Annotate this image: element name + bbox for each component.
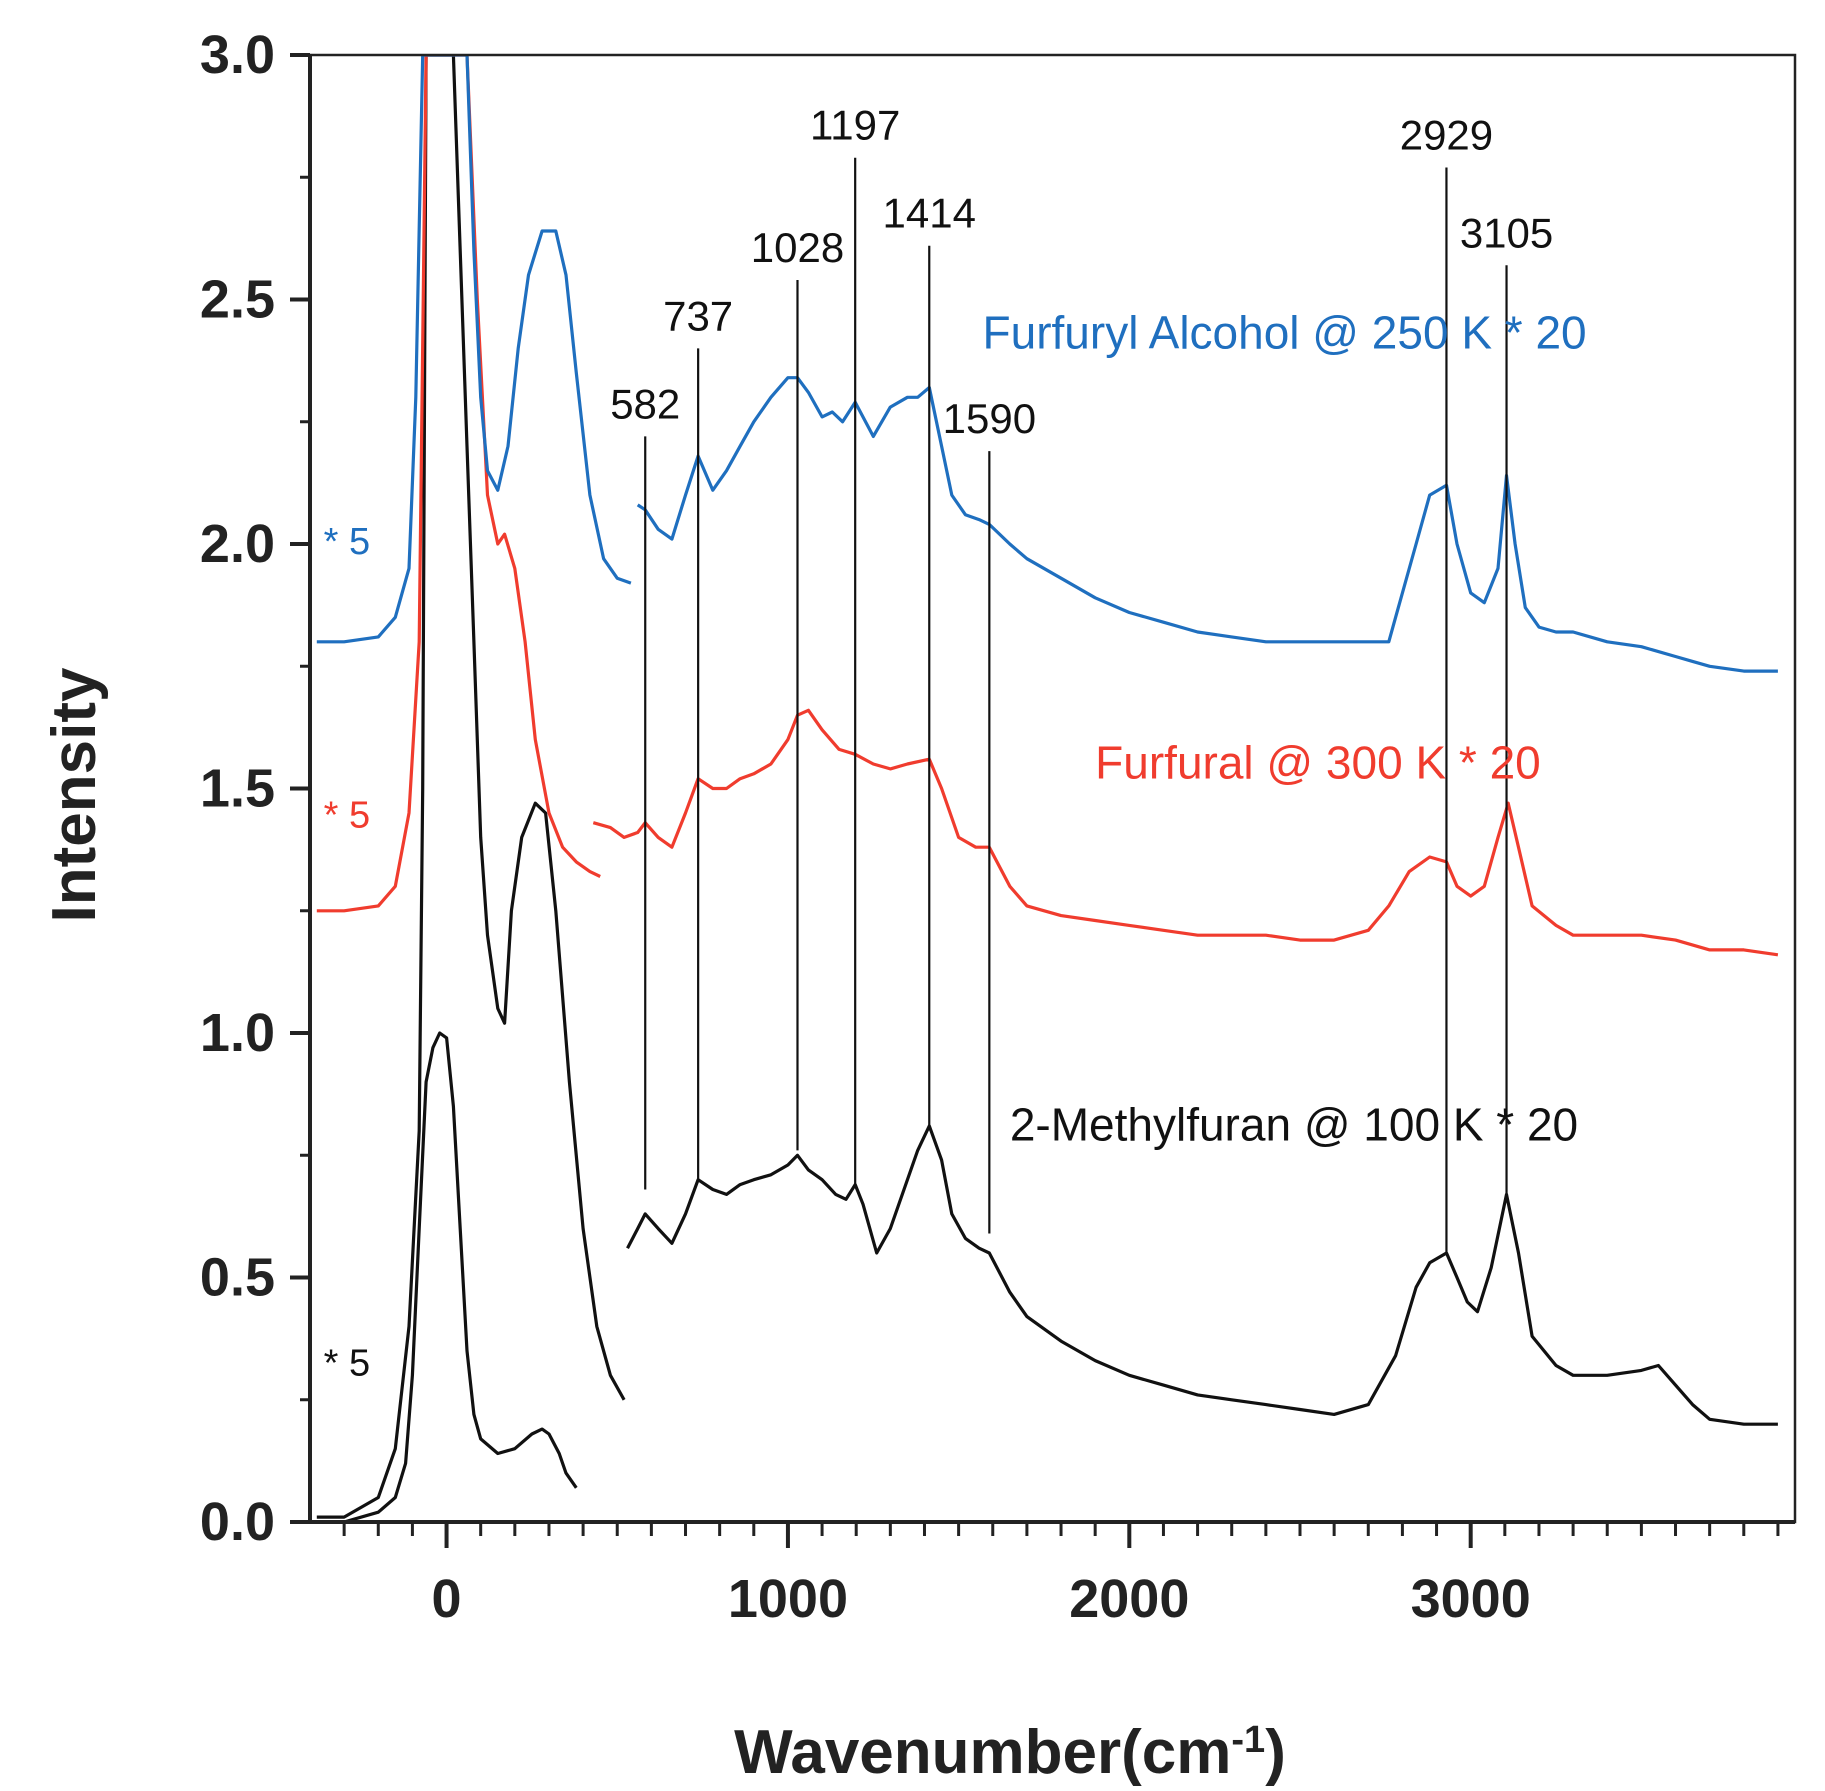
y-tick-label-6: 3.0 [200,25,275,85]
x-tick-label-2: 2000 [1069,1569,1189,1629]
x-axis-title: Wavenumber(cm-1) [734,1718,1286,1787]
peak-label-737: 737 [663,292,733,339]
peak-label-1414: 1414 [883,190,976,237]
series-line-1 [316,55,626,1519]
y-tick-label-0: 0.0 [200,1492,275,1552]
peak-label-3105: 3105 [1460,209,1553,256]
y-tick-label-5: 2.5 [200,270,275,330]
plot-layer [316,55,1779,1522]
x-axis-title-superscript: -1 [1231,1719,1265,1761]
x-tick-label-3: 3000 [1411,1569,1531,1629]
peak-label-2929: 2929 [1400,111,1493,158]
scale-label-0: * 5 [324,521,370,563]
peak-label-582: 582 [610,380,680,427]
axes-layer: 582 737 1028 1197 1414 1590 2929 3105 Furfuryl A… [200,25,1797,1629]
x-axis-title-close: ) [1265,1718,1286,1787]
y-tick-label-1: 0.5 [200,1248,275,1308]
series-label-0: Furfuryl Alcohol @ 250 K * 20 [983,306,1587,358]
scale-label-2: * 5 [324,1342,370,1384]
series-line-5 [316,55,632,644]
peak-label-1197: 1197 [810,102,900,149]
series-line-2 [626,1124,1778,1426]
peak-label-1590: 1590 [943,395,1036,442]
y-tick-label-4: 2.0 [200,514,275,574]
series-line-6 [636,376,1778,673]
scale-label-1: * 5 [324,795,370,837]
x-tick-label-1: 1000 [728,1569,848,1629]
series-line-3 [316,55,601,913]
x-axis-title-main: Wavenumber(cm [734,1718,1231,1787]
y-tick-label-2: 1.0 [200,1003,275,1063]
y-tick-label-3: 1.5 [200,759,275,819]
peak-label-1028: 1028 [751,224,844,271]
y-axis-title: Intensity [40,667,109,922]
x-tick-label-0: 0 [432,1569,462,1629]
series-label-2: 2-Methylfuran @ 100 K * 20 [1010,1099,1578,1151]
plot-frame [308,53,1797,1524]
series-line-4 [592,708,1779,957]
series-line-0 [316,1031,578,1522]
series-label-1: Furfural @ 300 K * 20 [1095,737,1541,789]
